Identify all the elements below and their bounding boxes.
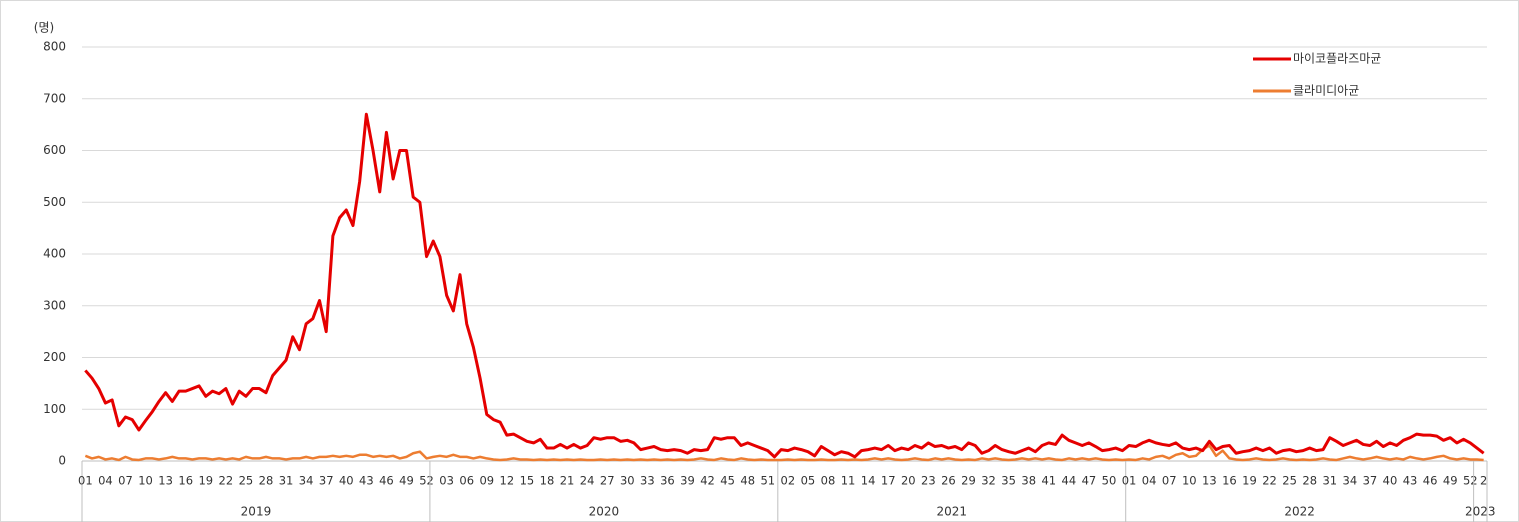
x-tick-label: 37 [1363, 474, 1378, 488]
y-tick-label: 500 [43, 195, 66, 209]
y-tick-label: 600 [43, 143, 66, 157]
x-tick-label: 2 [1480, 474, 1487, 488]
x-tick-label: 36 [660, 474, 675, 488]
x-tick-label: 30 [620, 474, 635, 488]
x-tick-label: 38 [1021, 474, 1036, 488]
x-tick-label: 46 [1423, 474, 1438, 488]
y-tick-label: 100 [43, 402, 66, 416]
x-tick-label: 16 [178, 474, 193, 488]
x-tick-label: 10 [1182, 474, 1197, 488]
x-tick-label: 52 [419, 474, 434, 488]
x-tick-label: 24 [580, 474, 595, 488]
x-tick-label: 49 [399, 474, 414, 488]
x-tick-label: 48 [740, 474, 755, 488]
x-tick-label: 01 [1122, 474, 1137, 488]
x-tick-label: 07 [1162, 474, 1177, 488]
x-tick-label: 09 [479, 474, 494, 488]
legend-label: 클라미디아균 [1293, 84, 1359, 98]
x-tick-label: 43 [359, 474, 374, 488]
x-tick-label: 25 [239, 474, 254, 488]
x-tick-label: 17 [881, 474, 896, 488]
x-tick-label: 20 [901, 474, 916, 488]
x-tick-label: 19 [198, 474, 213, 488]
year-label: 2022 [1284, 505, 1315, 519]
x-tick-label: 52 [1463, 474, 1478, 488]
x-tick-label: 18 [540, 474, 555, 488]
x-tick-label: 10 [138, 474, 153, 488]
x-tick-label: 06 [459, 474, 474, 488]
x-tick-label: 02 [781, 474, 796, 488]
x-tick-label: 28 [259, 474, 274, 488]
year-label: 2023 [1465, 505, 1496, 519]
x-tick-label: 49 [1443, 474, 1458, 488]
x-tick-label: 28 [1302, 474, 1317, 488]
x-tick-label: 16 [1222, 474, 1237, 488]
x-tick-label: 32 [981, 474, 996, 488]
year-label: 2020 [589, 505, 620, 519]
x-tick-label: 34 [1343, 474, 1358, 488]
x-tick-label: 21 [560, 474, 575, 488]
series-line [84, 112, 1485, 459]
x-tick-label: 40 [339, 474, 354, 488]
x-tick-label: 04 [98, 474, 113, 488]
x-tick-label: 27 [600, 474, 615, 488]
x-tick-label: 31 [1322, 474, 1337, 488]
x-tick-label: 50 [1102, 474, 1117, 488]
x-tick-label: 41 [1041, 474, 1056, 488]
x-tick-label: 29 [961, 474, 976, 488]
x-tick-label: 25 [1282, 474, 1297, 488]
legend-label: 마이코플라즈마균 [1293, 52, 1381, 66]
x-tick-label: 31 [279, 474, 294, 488]
y-tick-label: 200 [43, 350, 66, 364]
x-tick-label: 08 [821, 474, 836, 488]
x-tick-label: 04 [1142, 474, 1157, 488]
year-label: 2019 [241, 505, 272, 519]
x-tick-label: 01 [78, 474, 93, 488]
x-tick-label: 07 [118, 474, 133, 488]
y-axis-label: (명) [34, 21, 54, 35]
x-tick-label: 45 [720, 474, 735, 488]
x-tick-label: 34 [299, 474, 314, 488]
x-tick-label: 47 [1082, 474, 1097, 488]
y-tick-label: 400 [43, 247, 66, 261]
x-tick-label: 43 [1403, 474, 1418, 488]
x-tick-label: 40 [1383, 474, 1398, 488]
x-tick-label: 05 [801, 474, 816, 488]
y-tick-label: 0 [58, 454, 66, 468]
series-line [84, 444, 1484, 462]
x-tick-label: 19 [1242, 474, 1257, 488]
x-tick-label: 13 [1202, 474, 1217, 488]
x-tick-label: 42 [700, 474, 715, 488]
x-tick-label: 14 [861, 474, 876, 488]
x-tick-label: 03 [439, 474, 454, 488]
x-tick-label: 22 [1262, 474, 1277, 488]
x-tick-label: 22 [219, 474, 234, 488]
x-tick-label: 46 [379, 474, 394, 488]
y-tick-label: 300 [43, 298, 66, 312]
x-tick-label: 44 [1062, 474, 1077, 488]
x-tick-label: 39 [680, 474, 695, 488]
x-tick-label: 33 [640, 474, 655, 488]
x-tick-label: 12 [500, 474, 515, 488]
y-tick-label: 800 [43, 40, 66, 54]
x-tick-label: 37 [319, 474, 334, 488]
x-tick-label: 35 [1001, 474, 1016, 488]
x-tick-label: 51 [760, 474, 775, 488]
y-tick-label: 700 [43, 91, 66, 105]
x-tick-label: 11 [841, 474, 856, 488]
x-tick-label: 13 [158, 474, 173, 488]
year-label: 2021 [936, 505, 967, 519]
x-tick-label: 15 [520, 474, 535, 488]
x-tick-label: 26 [941, 474, 956, 488]
x-tick-label: 23 [921, 474, 936, 488]
